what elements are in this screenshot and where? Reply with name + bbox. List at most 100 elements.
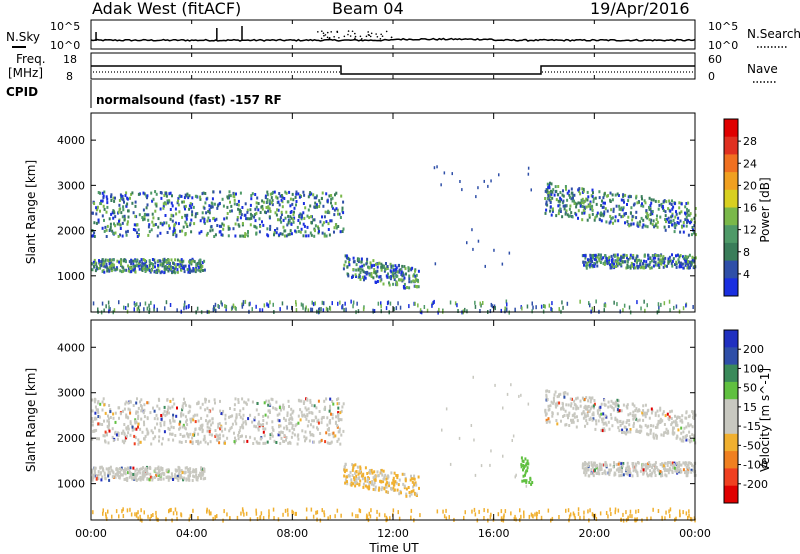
scatter-cell [261,207,264,211]
scatter-cell [148,269,151,272]
scatter-cell [649,256,652,260]
scatter-cell [600,412,603,416]
scatter-cell [582,410,585,414]
scatter-cell [588,213,591,217]
scatter-cell [676,415,679,419]
noise-search-dot [376,35,379,38]
scatter-cell [110,212,113,216]
scatter-cell [355,268,358,272]
scatter-cell [162,473,165,477]
scatter-cell [678,465,680,468]
scatter-cell [666,412,669,416]
scatter-cell [628,194,631,198]
scatter-cell [604,207,607,211]
scatter-cell [591,195,594,199]
scatter-cell [280,210,283,214]
scatter-cell [137,477,140,481]
noise-search-dot [381,35,384,38]
scatter-cell [401,264,404,268]
ground-scatter-cell [569,512,572,517]
station-title: Adak West (fitACF) [92,0,241,18]
scatter-cell [670,220,673,224]
scatter-cell [164,214,167,217]
scatter-cell [690,233,693,237]
scatter-cell [109,222,112,226]
ground-scatter-cell [259,308,261,313]
scatter-cell [313,404,316,408]
scatter-cell [103,403,106,407]
scatter-cell [192,414,195,418]
scatter-cell [527,166,530,170]
scatter-cell [91,476,94,480]
scatter-cell [103,434,106,438]
scatter-cell [184,403,187,407]
scatter-cell [357,472,360,476]
scatter-cell [91,437,94,441]
scatter-cell [172,426,175,430]
scatter-cell [364,276,367,280]
scatter-cell [211,197,214,201]
scatter-cell [373,263,376,267]
ground-scatter-cell [261,308,264,313]
scatter-cell [131,428,134,432]
scatter-cell [126,415,129,419]
scatter-cell [694,413,697,417]
ground-scatter-cell [561,300,563,305]
scatter-cell [151,199,154,203]
scatter-cell [193,413,196,417]
ground-scatter-cell [562,305,564,310]
scatter-cell [244,202,247,206]
scatter-cell [310,192,313,196]
scatter-cell [691,255,694,259]
scatter-cell [592,200,595,204]
scatter-cell [253,416,256,420]
scatter-cell [280,220,283,224]
scatter-cell [123,218,126,222]
scatter-cell [97,218,100,222]
scatter-cell [306,397,309,401]
scatter-cell [287,399,290,403]
scatter-cell [596,211,599,215]
scatter-cell [566,213,569,217]
scatter-cell [579,201,582,205]
scatter-cell [199,424,202,428]
scatter-cell [612,209,615,213]
scatter-cell [644,403,647,407]
scatter-cell [129,466,132,470]
scatter-cell [669,259,672,263]
ground-scatter-cell [122,507,124,512]
scatter-cell [562,407,565,411]
scatter-cell [121,221,124,225]
scatter-cell [618,474,621,478]
scatter-cell [587,204,590,208]
scatter-cell [112,196,115,200]
scatter-cell [689,263,692,267]
scatter-cell [174,468,177,472]
ground-scatter-cell [474,304,477,309]
scatter-cell [645,260,648,264]
scatter-cell [666,217,668,221]
scatter-cell [234,439,237,443]
scatter-cell [690,262,693,266]
scatter-cell [201,467,204,471]
scatter-cell [206,406,209,410]
ground-scatter-cell [245,511,248,516]
scatter-cell [183,270,186,274]
scatter-cell [616,257,619,260]
scatter-cell [613,402,616,406]
scatter-cell [329,404,331,408]
scatter-cell [555,405,558,409]
scatter-cell [165,194,168,198]
scatter-cell [191,210,194,214]
ground-scatter-cell [213,306,216,311]
scatter-cell [179,433,182,436]
scatter-cell [581,200,583,204]
scatter-cell [380,488,383,492]
scatter-cell [304,230,307,234]
scatter-cell [148,223,151,227]
scatter-cell [239,409,242,413]
ground-scatter-cell [637,509,640,513]
scatter-cell [156,472,159,476]
scatter-cell [685,216,688,219]
scatter-cell [109,258,112,262]
